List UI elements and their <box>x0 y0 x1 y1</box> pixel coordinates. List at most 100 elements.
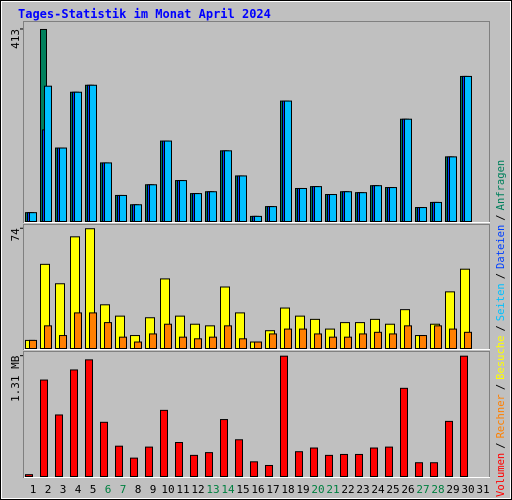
bar <box>434 201 442 223</box>
bar <box>74 312 82 350</box>
y-tick-label: 413 <box>9 29 22 49</box>
bar <box>164 323 172 350</box>
bar <box>205 452 213 478</box>
bar <box>254 341 262 349</box>
bar <box>100 421 108 477</box>
bar <box>374 185 382 222</box>
bar <box>265 464 273 478</box>
x-tick-label: 28 <box>431 483 444 496</box>
bar <box>430 462 438 478</box>
bar <box>325 454 333 478</box>
bar <box>59 147 67 222</box>
bar <box>299 187 307 222</box>
x-tick-label: 14 <box>221 483 235 496</box>
x-tick-label: 17 <box>266 483 279 496</box>
x-tick-label: 18 <box>281 483 294 496</box>
legend-separator: / <box>495 442 507 448</box>
bar <box>209 336 217 349</box>
bar <box>55 414 63 477</box>
bar <box>29 339 37 350</box>
panel <box>23 351 490 478</box>
x-tick-label: 24 <box>371 483 385 496</box>
bar <box>415 462 423 478</box>
bar <box>134 204 142 223</box>
bar <box>209 191 217 223</box>
bar <box>284 100 292 222</box>
bar <box>119 194 127 222</box>
legend-entry: Seiten <box>495 283 507 321</box>
bar <box>385 446 393 478</box>
bar <box>119 336 127 349</box>
x-tick-label: 26 <box>401 483 414 496</box>
bar <box>404 118 412 222</box>
legend-separator: / <box>495 384 507 390</box>
bar <box>419 335 427 350</box>
legend-entry: Besuche <box>495 336 507 380</box>
bar <box>40 379 48 477</box>
bar <box>190 454 198 478</box>
x-tick-label: 12 <box>191 483 204 496</box>
bar <box>104 162 112 223</box>
legend-entry: Anfragen <box>495 160 507 211</box>
bar <box>434 325 442 349</box>
y-tick-label: 74 <box>9 228 22 242</box>
x-tick-label: 29 <box>446 483 459 496</box>
bar <box>149 333 157 349</box>
bar <box>104 322 112 349</box>
bar <box>59 335 67 350</box>
y-tick-label: 1.31 MB <box>9 355 22 402</box>
bar <box>449 156 457 222</box>
legend-separator: / <box>495 214 507 220</box>
x-tick-label: 8 <box>135 483 142 496</box>
bar <box>224 150 232 222</box>
x-tick-label: 19 <box>296 483 309 496</box>
bar <box>160 409 168 477</box>
x-tick-label: 20 <box>311 483 324 496</box>
x-tick-label: 6 <box>105 483 112 496</box>
bar <box>284 328 292 350</box>
legend-separator: / <box>495 325 507 331</box>
bar <box>299 328 307 350</box>
bar <box>419 207 427 223</box>
bar <box>329 336 337 349</box>
bar <box>314 186 322 223</box>
bar <box>29 212 37 223</box>
legend-entry: Dateien <box>495 225 507 269</box>
bar <box>269 333 277 349</box>
bar <box>359 333 367 349</box>
bar <box>250 461 258 478</box>
bar <box>89 312 97 350</box>
x-tick-label: 16 <box>251 483 264 496</box>
bar <box>85 359 93 477</box>
bar <box>194 338 202 349</box>
bar <box>400 387 408 478</box>
x-tick-label: 13 <box>206 483 219 496</box>
bar <box>89 84 97 222</box>
bar <box>179 180 187 222</box>
x-tick-label: 3 <box>60 483 67 496</box>
bar <box>220 419 228 477</box>
bar <box>164 140 172 222</box>
bar <box>134 341 142 349</box>
legend: Volumen / Rechner / Besuche / Seiten / Dateien / A… <box>495 160 507 497</box>
bar <box>130 457 138 478</box>
bar <box>389 333 397 349</box>
bar <box>70 369 78 477</box>
x-tick-label: 23 <box>356 483 369 496</box>
bar <box>374 331 382 350</box>
bar <box>179 336 187 349</box>
bar <box>44 85 52 223</box>
bar <box>149 184 157 222</box>
bar <box>404 325 412 349</box>
bar <box>175 442 183 477</box>
bar <box>235 439 243 477</box>
x-tick-label: 7 <box>120 483 127 496</box>
legend-separator: / <box>495 273 507 279</box>
bar <box>464 331 472 350</box>
x-tick-label: 25 <box>386 483 399 496</box>
x-tick-label: 15 <box>236 483 249 496</box>
x-tick-label: 4 <box>75 483 82 496</box>
x-tick-label: 31 <box>476 483 489 496</box>
